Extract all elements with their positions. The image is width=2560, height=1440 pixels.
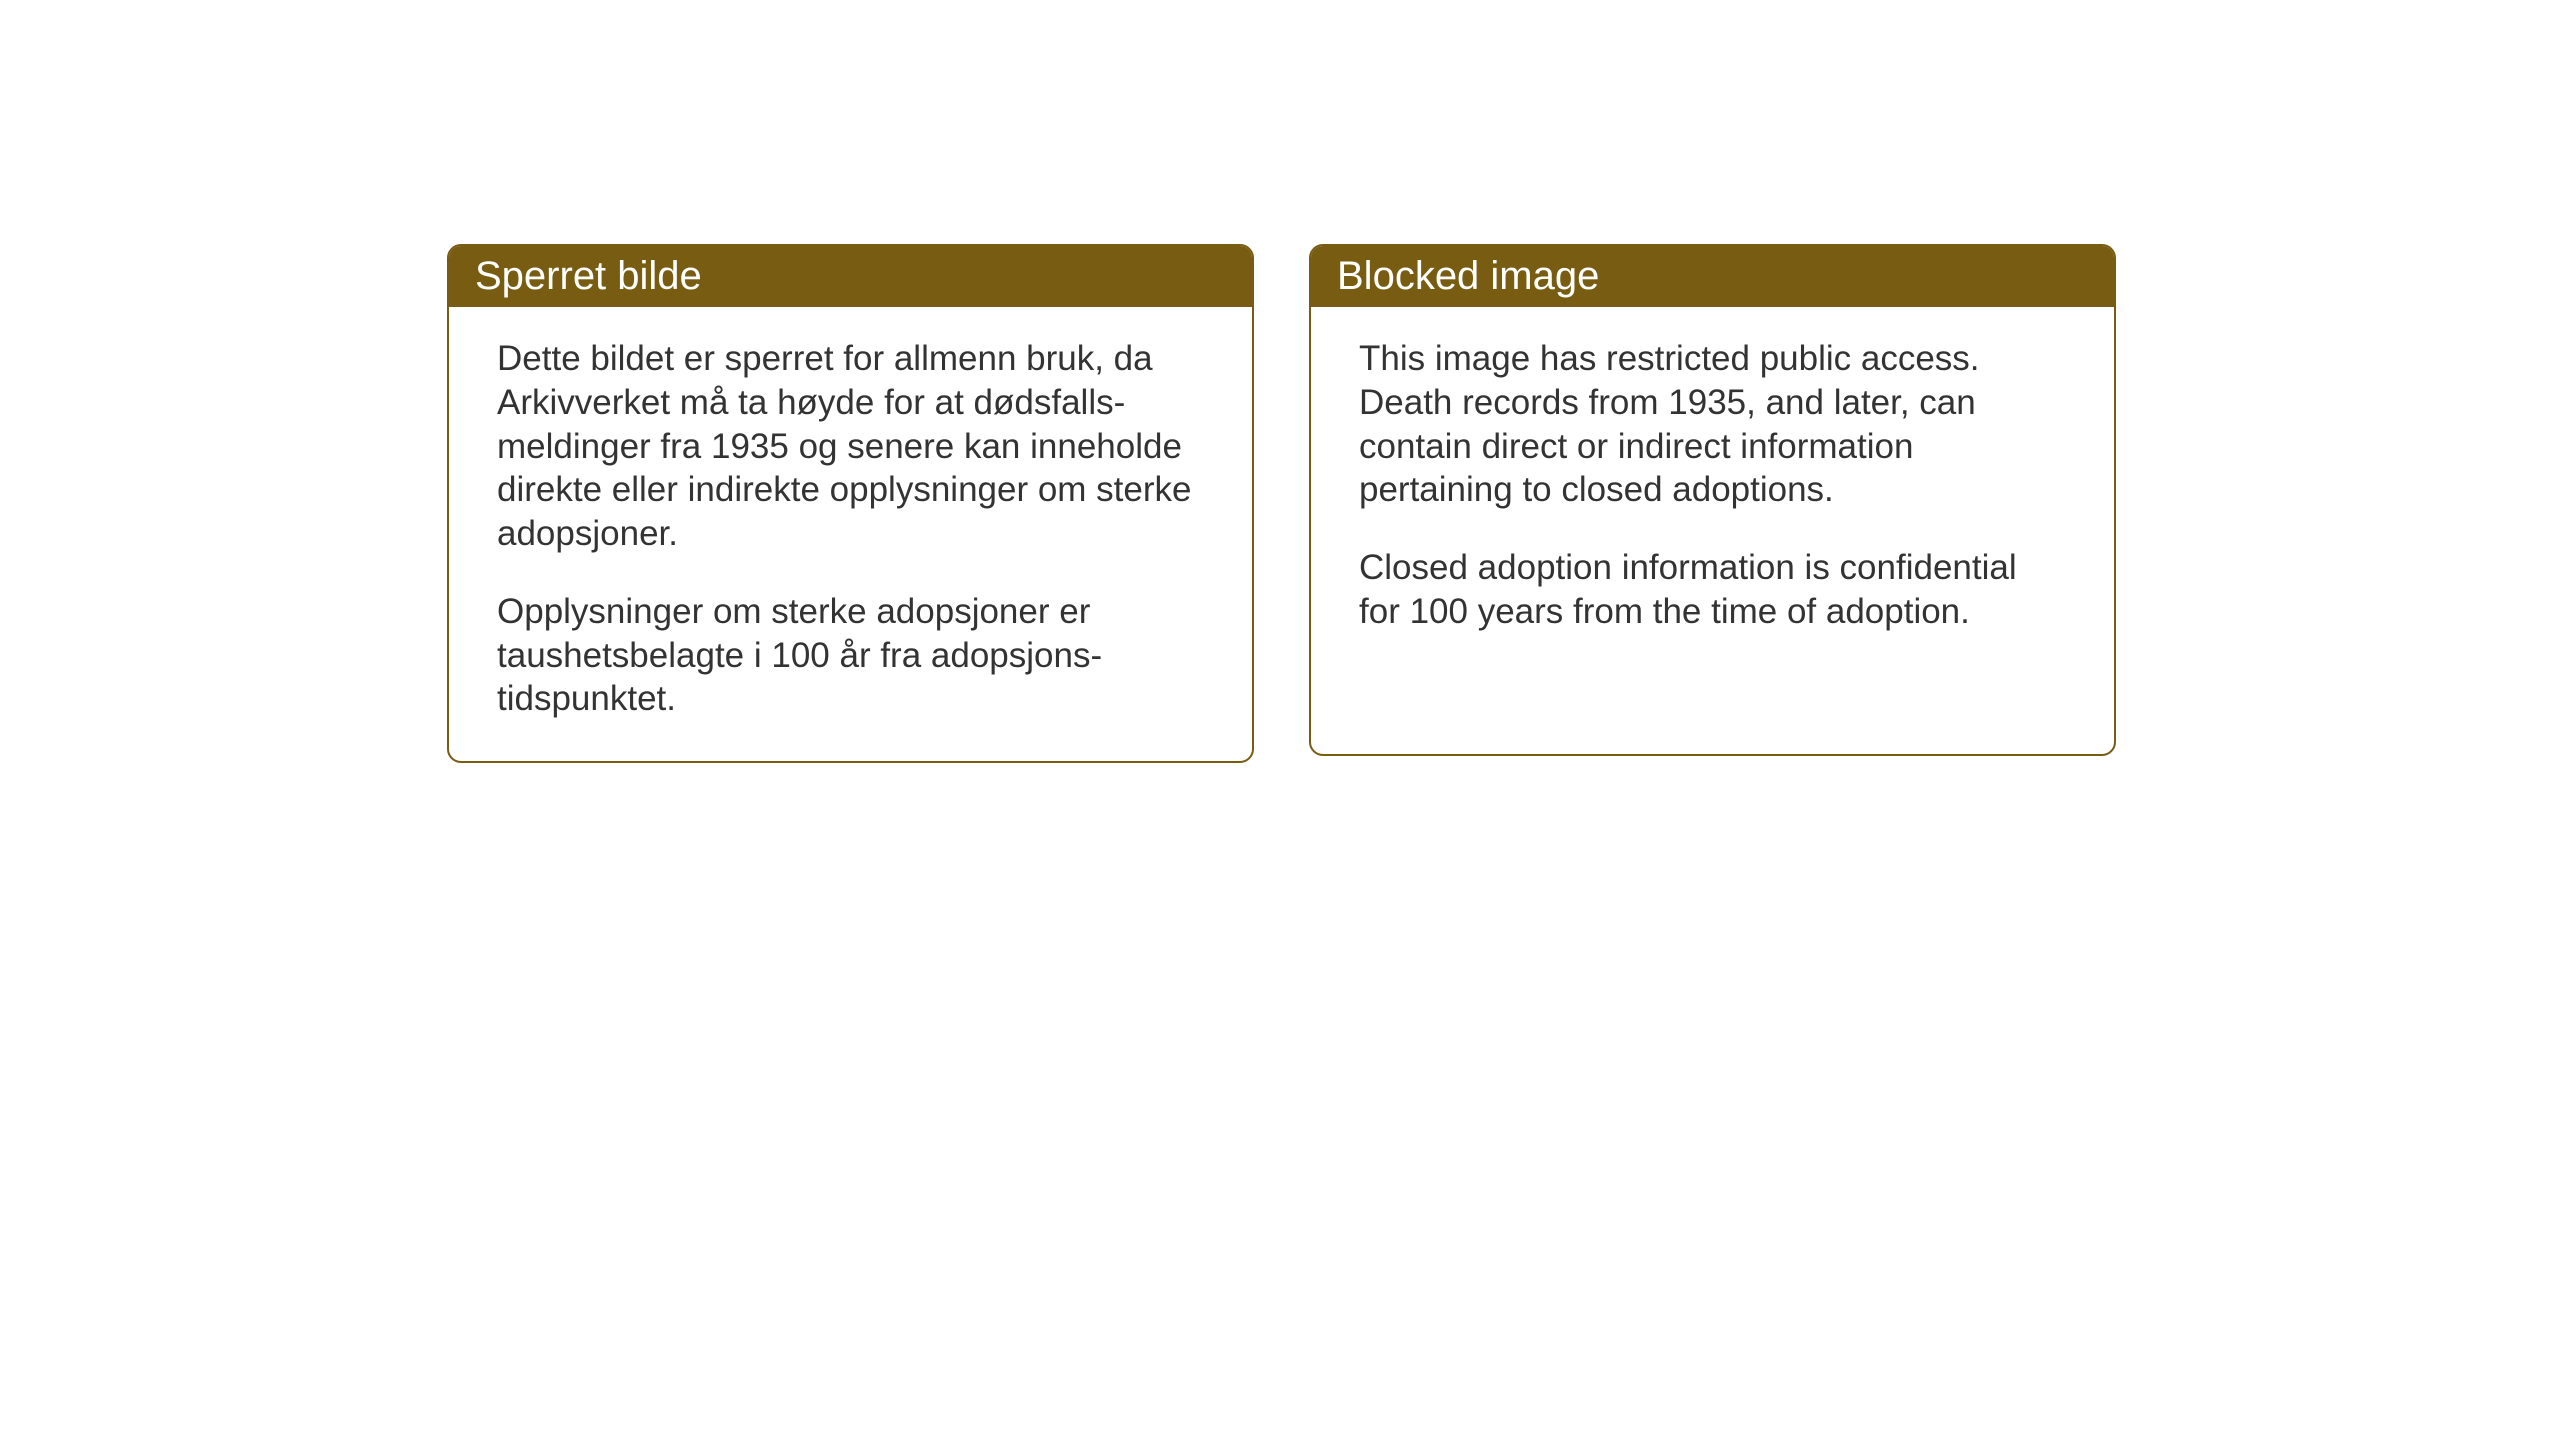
card-paragraph: Dette bildet er sperret for allmenn bruk… — [497, 337, 1204, 556]
card-paragraph: Closed adoption information is confident… — [1359, 546, 2066, 634]
card-body-norwegian: Dette bildet er sperret for allmenn bruk… — [449, 307, 1252, 761]
card-paragraph: This image has restricted public access.… — [1359, 337, 2066, 512]
card-header-norwegian: Sperret bilde — [449, 246, 1252, 307]
notice-container: Sperret bilde Dette bildet er sperret fo… — [447, 244, 2116, 763]
card-header-english: Blocked image — [1311, 246, 2114, 307]
card-body-english: This image has restricted public access.… — [1311, 307, 2114, 674]
notice-card-norwegian: Sperret bilde Dette bildet er sperret fo… — [447, 244, 1254, 763]
card-paragraph: Opplysninger om sterke adopsjoner er tau… — [497, 590, 1204, 721]
notice-card-english: Blocked image This image has restricted … — [1309, 244, 2116, 756]
